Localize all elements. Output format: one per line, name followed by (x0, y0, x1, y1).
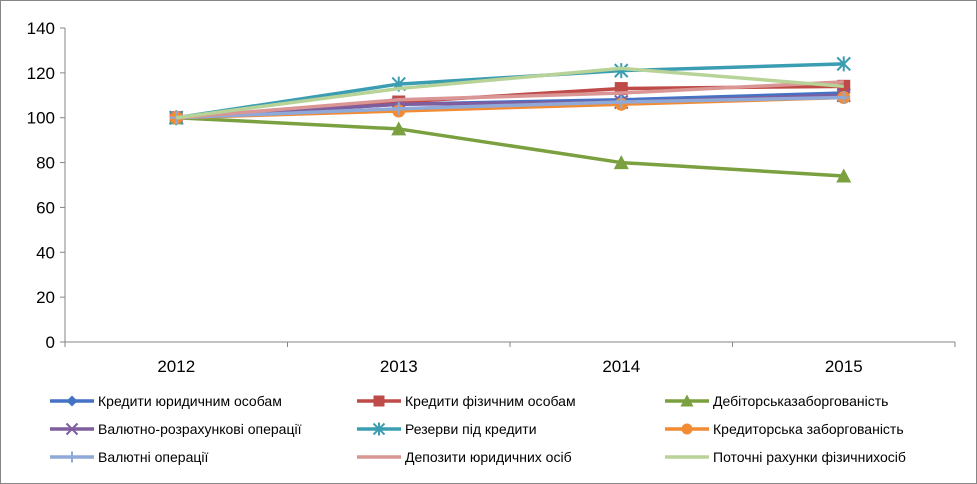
legend-item: Дебіторськазаборгованість (665, 393, 888, 409)
y-tick-label: 40 (36, 243, 55, 262)
data-point (680, 394, 694, 407)
data-point (613, 155, 629, 170)
y-tick-label: 20 (36, 288, 55, 307)
series-9 (176, 66, 844, 120)
y-tick-label: 0 (46, 333, 55, 352)
data-point (836, 168, 852, 183)
legend-label: Кредиторська заборгованість (713, 421, 904, 437)
legend-item: Валютні операції (50, 449, 208, 465)
data-point (372, 422, 386, 436)
legend-label: Кредити юридичним особам (98, 393, 282, 409)
legend-label: Валютно-розрахункові операції (98, 421, 302, 437)
x-tick-label: 2012 (157, 357, 195, 376)
legend-item: Поточні рахунки фізичнихосіб (665, 449, 906, 465)
y-tick-label: 80 (36, 154, 55, 173)
data-point (836, 56, 851, 72)
data-point (392, 102, 406, 116)
series-line (176, 115, 844, 178)
x-tick-label: 2013 (380, 357, 418, 376)
legend-label: Кредити фізичним особам (405, 393, 576, 409)
y-tick-label: 60 (36, 198, 55, 217)
data-point (66, 451, 78, 463)
x-tick-label: 2014 (602, 357, 640, 376)
legend-item: Резерви під кредити (357, 421, 537, 437)
y-tick-label: 100 (27, 109, 55, 128)
legend-label: Дебіторськазаборгованість (713, 393, 888, 409)
series-8 (176, 80, 844, 120)
x-tick-label: 2015 (825, 357, 863, 376)
legend-item: Депозити юридичних осіб (357, 449, 572, 465)
y-tick-label: 120 (27, 64, 55, 83)
legend-label: Депозити юридичних осіб (405, 449, 572, 465)
data-point (65, 422, 79, 436)
data-point (614, 63, 629, 79)
series-line (176, 66, 844, 120)
series-line (176, 95, 844, 120)
series-3 (168, 110, 852, 183)
series-line (176, 80, 844, 120)
legend-item: Кредити фізичним особам (357, 393, 576, 409)
legend-label: Поточні рахунки фізичнихосіб (713, 449, 906, 465)
data-point (681, 423, 693, 435)
y-tick-label: 140 (27, 19, 55, 38)
legend-item: Кредити юридичним особам (50, 393, 282, 409)
legend-label: Валютні операції (98, 449, 208, 465)
legend-label: Резерви під кредити (405, 421, 537, 437)
data-point (837, 91, 851, 105)
legend-item: Валютно-розрахункові операції (50, 421, 302, 437)
data-point (373, 395, 385, 407)
data-point (614, 95, 628, 109)
data-point (391, 121, 407, 136)
data-point (66, 395, 78, 407)
legend-item: Кредиторська заборгованість (665, 421, 904, 437)
